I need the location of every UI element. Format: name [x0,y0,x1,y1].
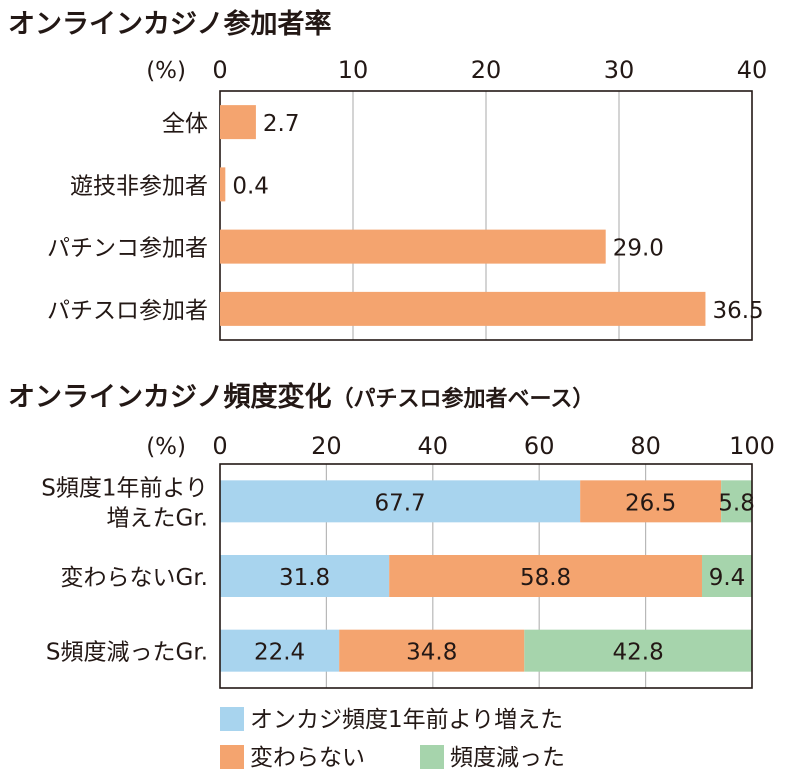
segment-value-label: 9.4 [709,565,746,591]
category-label: 遊技非参加者 [70,173,208,199]
legend-label: 変わらない [250,745,365,771]
x-tick-label: 80 [630,432,661,460]
segment-value-label: 58.8 [520,565,571,591]
category-label: S頻度減ったGr. [46,640,208,666]
frequency-change-chart: オンラインカジノ頻度変化（パチスロ参加者ベース） (%) 0 20 40 60 80 100 6… [8,381,775,771]
legend-swatch [220,745,244,769]
chart-title-main: オンラインカジノ頻度変化 [8,381,331,413]
stacked-bar-segment [220,555,390,597]
participation-rate-chart: オンラインカジノ参加者率 (%) 0 10 20 30 40 2.7 全体 0.4 遊技非参加者 29… [8,8,768,341]
category-label: 変わらないGr. [61,565,208,591]
segment-value-label: 34.8 [406,640,457,666]
segment-value-label: 42.8 [613,640,664,666]
x-tick-label: 20 [311,432,342,460]
category-label: パチスロ参加者 [47,298,208,324]
category-label: 増えたGr. [107,505,208,531]
x-tick-label: 0 [212,56,227,84]
category-label: S頻度1年前より [41,475,208,501]
stacked-bar-segment [701,555,752,597]
category-label: 全体 [162,111,208,137]
x-tick-label: 30 [604,56,635,84]
x-tick-label: 100 [729,432,775,460]
value-label: 0.4 [232,173,269,199]
chart-title: オンラインカジノ参加者率 [8,8,331,40]
stacked-bar-segment [524,629,752,672]
plot-frame [219,463,753,689]
chart-subtitle: （パチスロ参加者ベース） [331,386,594,412]
legend-label: 頻度減った [450,745,565,771]
x-tick-label: 40 [418,432,449,460]
legend-label: オンカジ頻度1年前より増えた [250,707,563,733]
x-tick-label: 0 [212,432,227,460]
segment-value-label: 22.4 [254,640,305,666]
x-tick-label: 40 [737,56,768,84]
bar [220,229,606,264]
stacked-bar-segment [389,555,702,597]
stacked-bar-segment [580,480,722,523]
segment-value-label: 26.5 [625,490,676,516]
x-tick-label: 10 [338,56,369,84]
stacked-bar-segment [220,480,581,523]
bar [220,105,256,140]
unit-label: (%) [146,58,186,84]
bar [220,291,706,326]
chart-title: オンラインカジノ頻度変化（パチスロ参加者ベース） [8,381,594,413]
category-label: パチンコ参加者 [47,236,208,262]
legend-swatch [220,707,244,731]
stacked-bar-segment [220,629,340,672]
value-label: 36.5 [712,298,763,324]
x-tick-label: 60 [524,432,555,460]
legend-swatch [420,745,444,769]
segment-value-label: 5.8 [718,490,755,516]
segment-value-label: 67.7 [374,490,425,516]
bar [220,167,226,202]
plot-frame [219,90,753,341]
stacked-bar-segment [339,629,525,672]
segment-value-label: 31.8 [279,565,330,591]
unit-label: (%) [146,434,186,460]
stacked-bar-segment [721,480,752,523]
x-tick-label: 20 [471,56,502,84]
value-label: 29.0 [613,236,664,262]
value-label: 2.7 [263,111,300,137]
